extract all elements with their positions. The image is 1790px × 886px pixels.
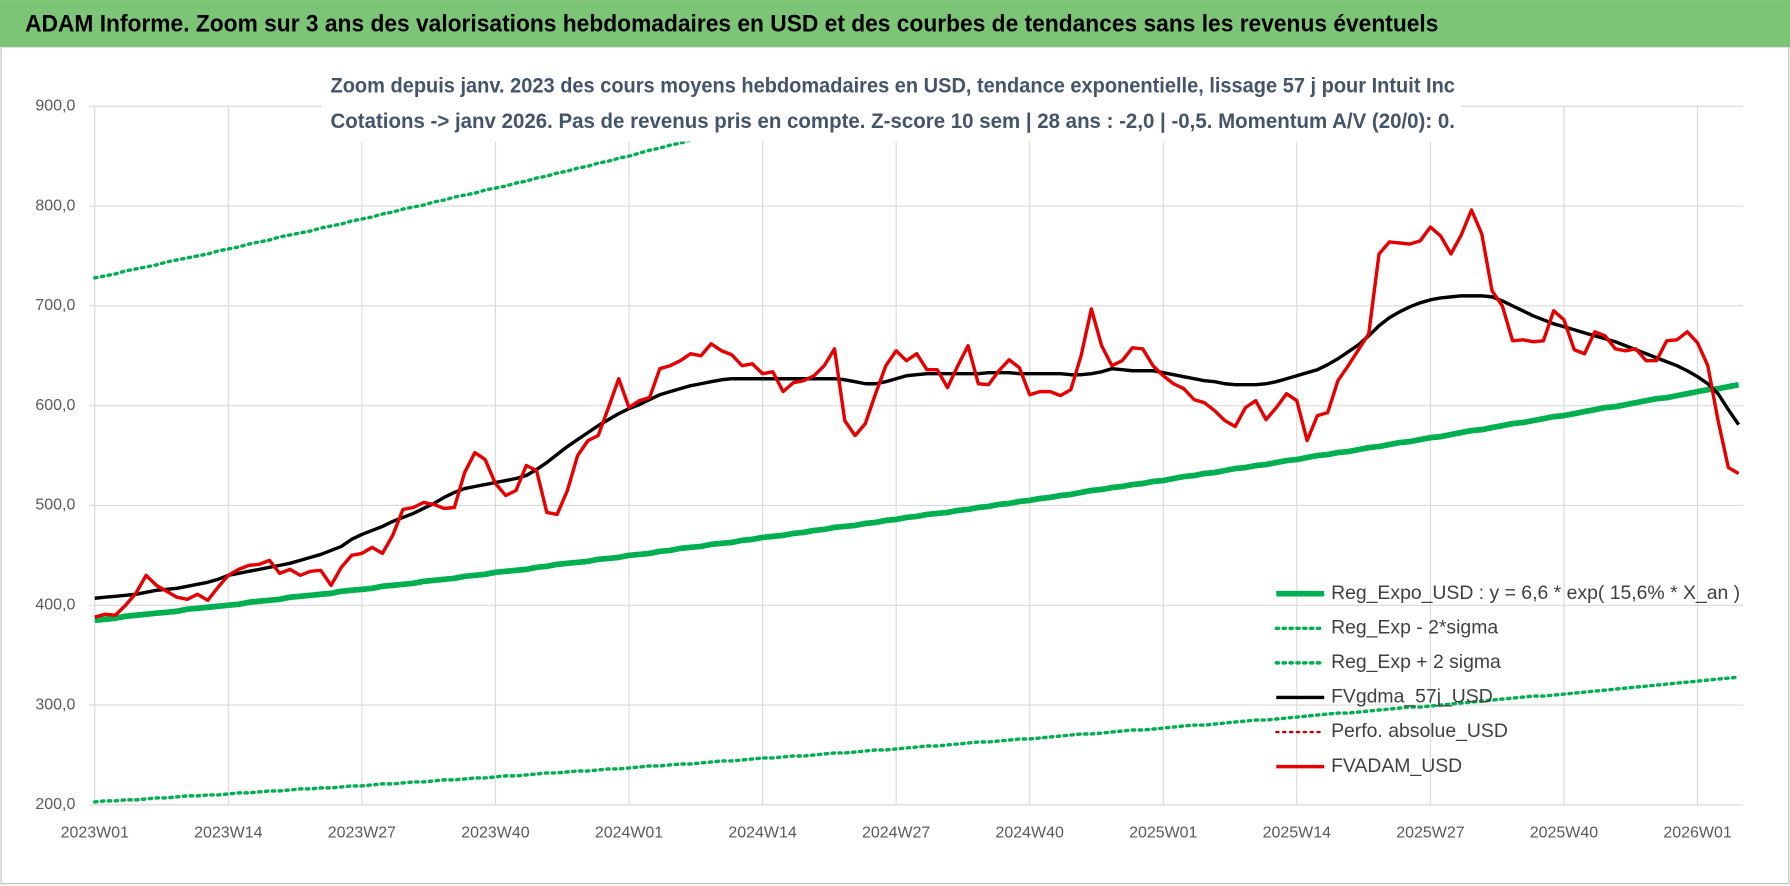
- series-line: [94, 208, 1740, 619]
- series-line: [94, 381, 1740, 624]
- series-line: [94, 294, 1741, 600]
- x-tick-label: 2025W01: [1129, 825, 1197, 842]
- subtitle-background: [321, 66, 1462, 142]
- x-tick-label: 2023W40: [461, 825, 529, 842]
- x-tick-label: 2023W14: [194, 825, 262, 842]
- y-tick-label: 400,0: [35, 596, 75, 613]
- plot-lines: [93, 102, 1741, 804]
- axes: 200,0 300,0 400,0 500,0 600,0 700,0 800,0 900,0…: [35, 97, 1731, 841]
- legend: Reg_Expo_USD : y = 6,6 * exp( 15,6% * X_…: [1274, 582, 1740, 777]
- legend-label: FVgdma_57j_USD: [1331, 686, 1493, 708]
- x-tick-label: 2023W27: [328, 825, 396, 842]
- y-tick-label: 800,0: [35, 197, 75, 214]
- chart-title: ADAM Informe. Zoom sur 3 ans des valoris…: [25, 11, 1438, 38]
- x-tick-label: 2025W40: [1530, 825, 1598, 842]
- y-tick-label: 600,0: [35, 397, 75, 414]
- x-tick-label: 2023W01: [61, 825, 129, 842]
- chart-subtitle: Cotations -> janv 2026. Pas de revenus p…: [330, 108, 1454, 133]
- x-tick-label: 2024W27: [862, 825, 930, 842]
- legend-label: Reg_Exp - 2*sigma: [1331, 616, 1498, 638]
- series-line: [93, 102, 843, 280]
- chart-subtitle: Zoom depuis janv. 2023 des cours moyens …: [330, 73, 1454, 98]
- y-tick-label: 700,0: [35, 297, 75, 314]
- legend-label: Perfo. absolue_USD: [1331, 720, 1508, 742]
- y-tick-label: 200,0: [35, 796, 75, 813]
- x-tick-label: 2026W01: [1663, 825, 1731, 842]
- grid: [89, 105, 1744, 806]
- legend-label: Reg_Exp + 2 sigma: [1331, 651, 1501, 673]
- y-tick-label: 900,0: [35, 97, 75, 114]
- legend-label: FVADAM_USD: [1331, 755, 1462, 777]
- x-tick-label: 2024W01: [595, 825, 663, 842]
- header-band: [0, 0, 1790, 47]
- x-tick-label: 2024W40: [996, 825, 1064, 842]
- y-tick-label: 300,0: [35, 696, 75, 713]
- x-tick-label: 2025W14: [1263, 825, 1331, 842]
- legend-label: Reg_Expo_USD : y = 6,6 * exp( 15,6% * X_…: [1331, 582, 1740, 604]
- x-tick-label: 2025W27: [1396, 825, 1464, 842]
- x-tick-label: 2024W14: [728, 825, 796, 842]
- series-line: [93, 675, 1741, 804]
- y-tick-label: 500,0: [35, 497, 75, 514]
